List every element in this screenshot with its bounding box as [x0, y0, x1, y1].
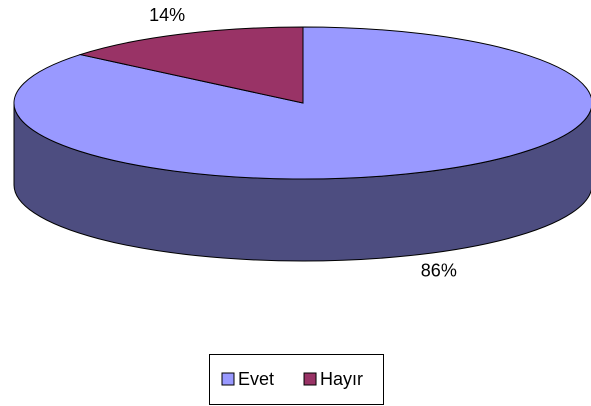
- pie-slice: [78, 26, 304, 104]
- legend-swatch: [221, 372, 235, 386]
- legend-box: [209, 354, 384, 405]
- legend: Evet Hayır: [209, 354, 384, 405]
- legend-label: Hayır: [320, 369, 363, 389]
- data-label: 86%: [421, 261, 457, 281]
- legend-label: Evet: [238, 369, 274, 389]
- data-label: 14%: [149, 5, 185, 25]
- legend-swatch: [303, 372, 317, 386]
